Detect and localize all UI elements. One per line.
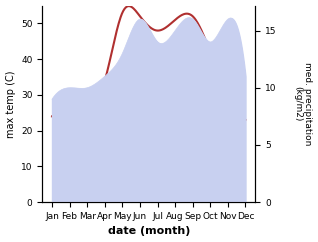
Y-axis label: max temp (C): max temp (C) (5, 70, 16, 138)
X-axis label: date (month): date (month) (107, 227, 190, 236)
Y-axis label: med. precipitation
(kg/m2): med. precipitation (kg/m2) (293, 62, 313, 145)
